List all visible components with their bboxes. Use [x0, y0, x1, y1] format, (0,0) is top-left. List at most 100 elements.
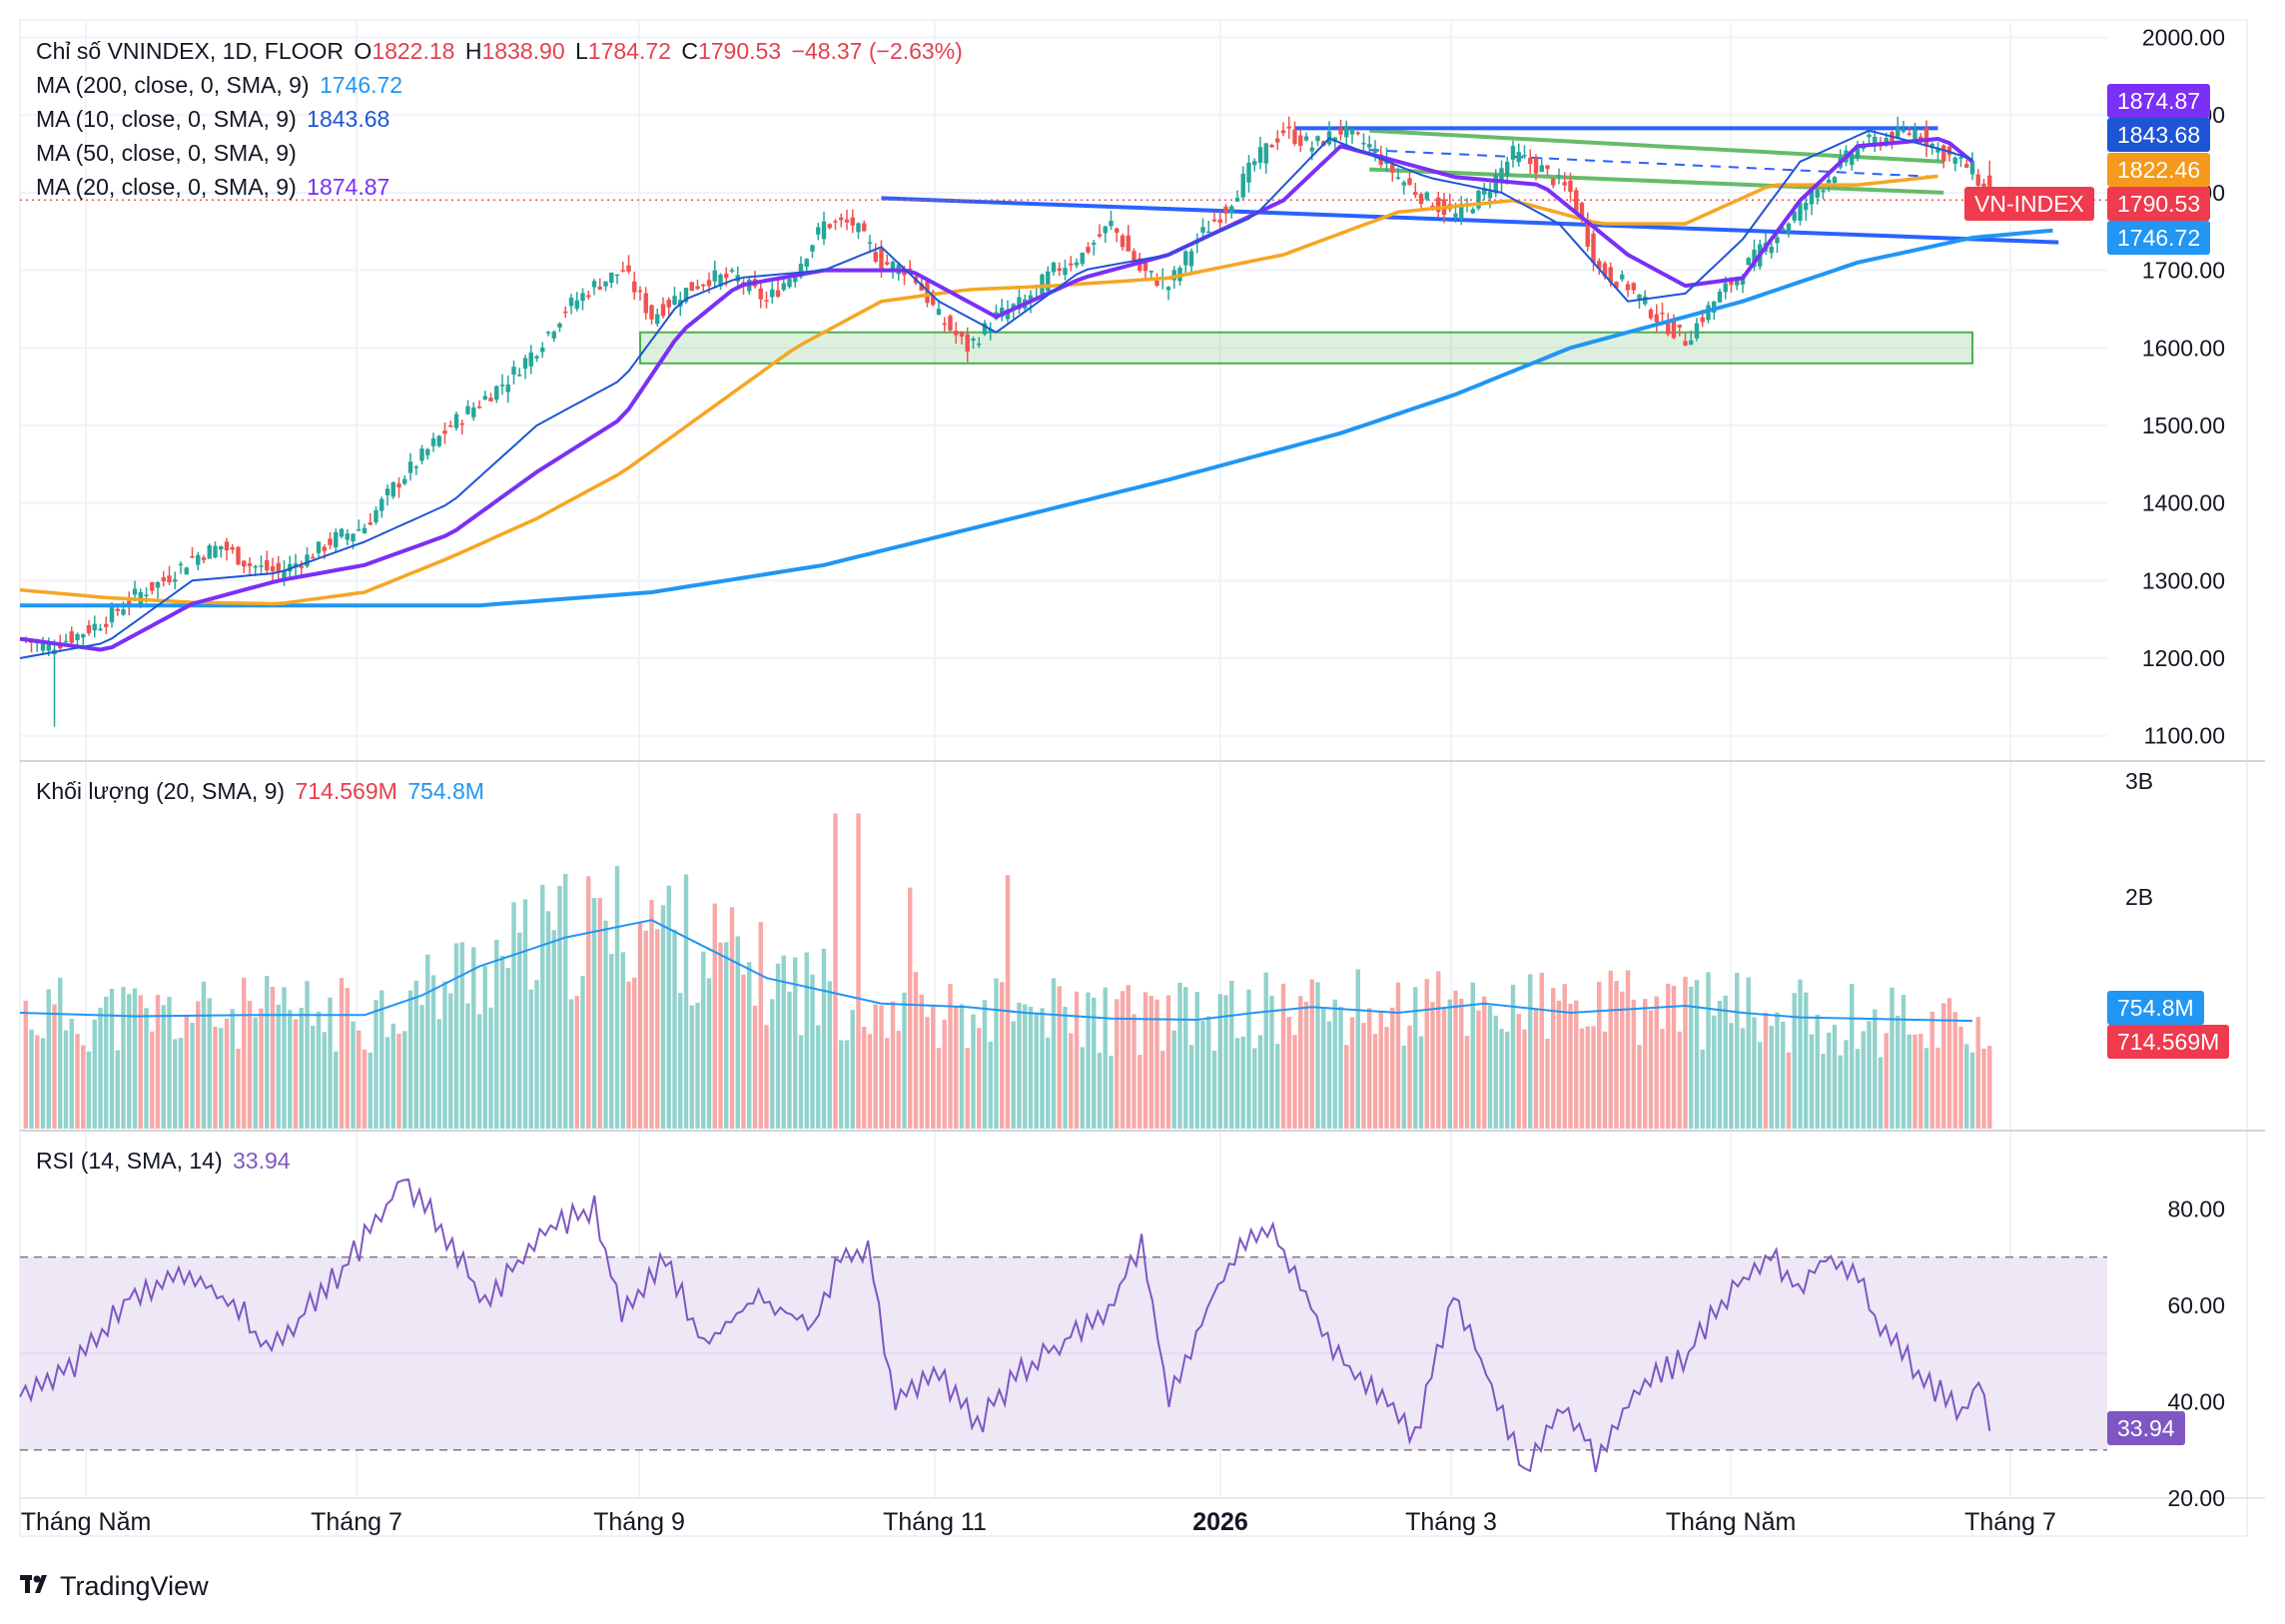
- candle-body: [1344, 125, 1349, 138]
- volume-bar: [1694, 980, 1700, 1129]
- volume-bar: [528, 989, 533, 1129]
- candle-body: [1040, 274, 1045, 295]
- low-value: 1784.72: [587, 38, 671, 64]
- volume-bar: [1706, 972, 1711, 1129]
- candle-body: [224, 541, 230, 551]
- candle-body: [931, 292, 936, 306]
- candle-body: [328, 538, 333, 545]
- volume-bar: [1132, 1014, 1137, 1129]
- volume-bar: [1057, 986, 1062, 1129]
- volume-bar: [1378, 1011, 1383, 1129]
- candle-body: [1522, 155, 1527, 157]
- volume-bar: [511, 902, 516, 1129]
- volume-bar: [104, 996, 109, 1129]
- volume-bar: [712, 903, 717, 1129]
- volume-bar: [1723, 995, 1728, 1129]
- volume-bar: [551, 930, 556, 1129]
- volume-bar: [425, 954, 430, 1129]
- volume-axis-tick: 3B: [2125, 768, 2153, 794]
- volume-bar: [380, 990, 384, 1129]
- volume-bar: [402, 1031, 407, 1129]
- volume-bar: [127, 994, 132, 1129]
- ma20-line: [19, 137, 1974, 652]
- volume-bar: [620, 952, 625, 1129]
- volume-bar: [1240, 1036, 1245, 1129]
- volume-bar: [1436, 971, 1441, 1129]
- ma10-row[interactable]: MA (10, close, 0, SMA, 9) 1843.68: [36, 102, 967, 136]
- volume-bar: [1390, 1007, 1395, 1129]
- volume-bar: [1459, 998, 1464, 1129]
- candle-body: [1309, 147, 1314, 152]
- candle-body: [1275, 138, 1280, 143]
- candle-body: [115, 608, 120, 611]
- volume-bar: [1798, 979, 1803, 1129]
- ma50-line: [19, 174, 1938, 606]
- candle-body: [856, 223, 861, 233]
- volume-bar: [436, 1019, 441, 1129]
- candle-body: [1752, 249, 1757, 268]
- volume-bar: [407, 990, 413, 1129]
- candle-body: [787, 279, 792, 288]
- volume-bar: [1234, 1038, 1240, 1129]
- tradingview-logo[interactable]: TradingView: [20, 1570, 209, 1602]
- volume-bar: [1712, 1015, 1717, 1129]
- volume-bar: [115, 1050, 120, 1129]
- volume-bar: [1171, 1030, 1176, 1129]
- volume-bar: [609, 954, 614, 1129]
- volume-bar: [476, 1014, 482, 1129]
- candle-body: [1614, 282, 1619, 289]
- ma50-row[interactable]: MA (50, close, 0, SMA, 9): [36, 136, 967, 170]
- volume-bar: [1562, 984, 1567, 1129]
- volume-bar: [1200, 1021, 1205, 1129]
- candle-body: [201, 557, 207, 560]
- volume-bar: [959, 1004, 965, 1129]
- ma200-row[interactable]: MA (200, close, 0, SMA, 9) 1746.72: [36, 68, 967, 102]
- volume-bar: [1000, 982, 1005, 1129]
- volume-bar: [810, 974, 815, 1129]
- candle-body: [649, 305, 654, 320]
- volume-bar: [718, 942, 723, 1129]
- candle-body: [1263, 143, 1268, 164]
- volume-bar: [885, 1038, 890, 1129]
- volume-bar: [1591, 1026, 1596, 1129]
- candle-body: [643, 293, 648, 314]
- candle-body: [247, 563, 253, 566]
- volume-bar: [586, 876, 591, 1129]
- candle-body: [672, 296, 677, 305]
- candle-body: [879, 249, 884, 270]
- rsi-axis-tick: 40.00: [2167, 1388, 2225, 1414]
- candle-body: [345, 533, 350, 540]
- volume-bar: [224, 1018, 230, 1129]
- candle-body: [1332, 137, 1337, 143]
- volume-bar: [1781, 1022, 1786, 1129]
- x-tick-label: Tháng 11: [883, 1508, 987, 1536]
- ma20-row[interactable]: MA (20, close, 0, SMA, 9) 1874.87: [36, 170, 967, 204]
- candle-body: [1923, 128, 1929, 147]
- candle-body: [1694, 323, 1700, 339]
- candle-body: [1671, 321, 1677, 339]
- volume-bar: [1585, 1026, 1590, 1129]
- candle-body: [1487, 191, 1493, 199]
- volume-bar: [1349, 1017, 1355, 1129]
- volume-bar: [1528, 974, 1533, 1129]
- candle-body: [1975, 174, 1980, 187]
- volume-bar: [1614, 981, 1619, 1129]
- candle-body: [511, 367, 516, 376]
- candle-body: [1804, 203, 1809, 211]
- candle-body: [1046, 271, 1051, 292]
- volume-bar: [1298, 996, 1303, 1129]
- candle-body: [46, 643, 51, 651]
- candle-body: [334, 531, 339, 547]
- candle-body: [1154, 280, 1159, 287]
- volume-legend[interactable]: Khối lượng (20, SMA, 9) 714.569M 754.8M: [36, 774, 488, 808]
- volume-bar: [465, 1003, 470, 1129]
- volume-bar: [1941, 1003, 1946, 1129]
- rsi-legend[interactable]: RSI (14, SMA, 14) 33.94: [36, 1144, 295, 1178]
- volume-bar: [678, 993, 683, 1129]
- candle-body: [1505, 162, 1510, 177]
- candle-body: [1556, 175, 1562, 177]
- rsi-value: 33.94: [233, 1148, 291, 1174]
- volume-bar: [1223, 995, 1228, 1129]
- volume-bar: [155, 995, 161, 1129]
- rsi-axis-tick: 60.00: [2167, 1292, 2225, 1318]
